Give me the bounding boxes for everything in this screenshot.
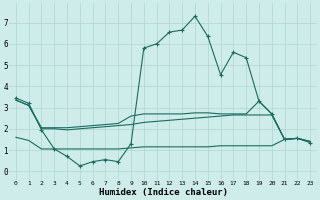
X-axis label: Humidex (Indice chaleur): Humidex (Indice chaleur) (99, 188, 228, 197)
